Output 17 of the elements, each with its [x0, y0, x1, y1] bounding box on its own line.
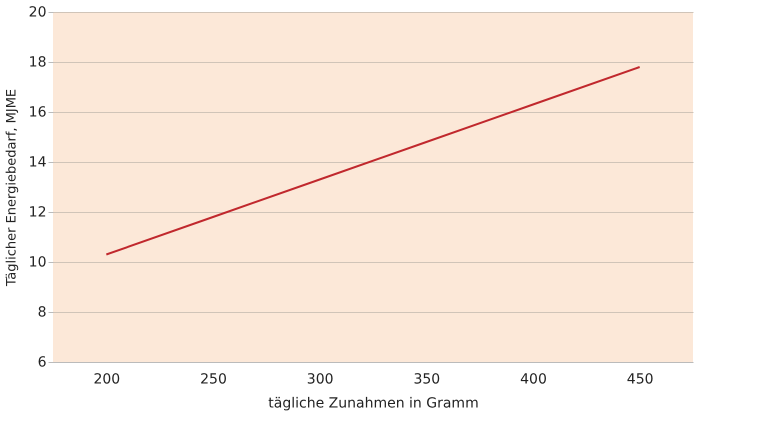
y-tick-label: 14	[28, 154, 47, 170]
y-tick-label: 12	[28, 204, 46, 220]
x-tick-label: 450	[626, 372, 654, 388]
x-tick-label: 400	[520, 372, 547, 388]
x-axis-title: tägliche Zunahmen in Gramm	[268, 396, 479, 412]
y-tick-label: 10	[28, 254, 46, 270]
y-tick-label: 6	[38, 354, 47, 370]
x-tick-label: 350	[413, 372, 440, 388]
y-tick-label: 8	[38, 304, 46, 320]
y-tick-label: 20	[28, 4, 46, 20]
line-series	[105, 66, 641, 256]
x-tick-label: 300	[306, 372, 334, 388]
y-tick-label: 18	[28, 54, 46, 70]
y-axis-title: Täglicher Energiebedarf, MJME	[4, 88, 20, 288]
x-tick-label: 250	[200, 372, 227, 388]
y-tick-label: 16	[28, 104, 47, 120]
x-tick-label: 200	[93, 372, 120, 388]
